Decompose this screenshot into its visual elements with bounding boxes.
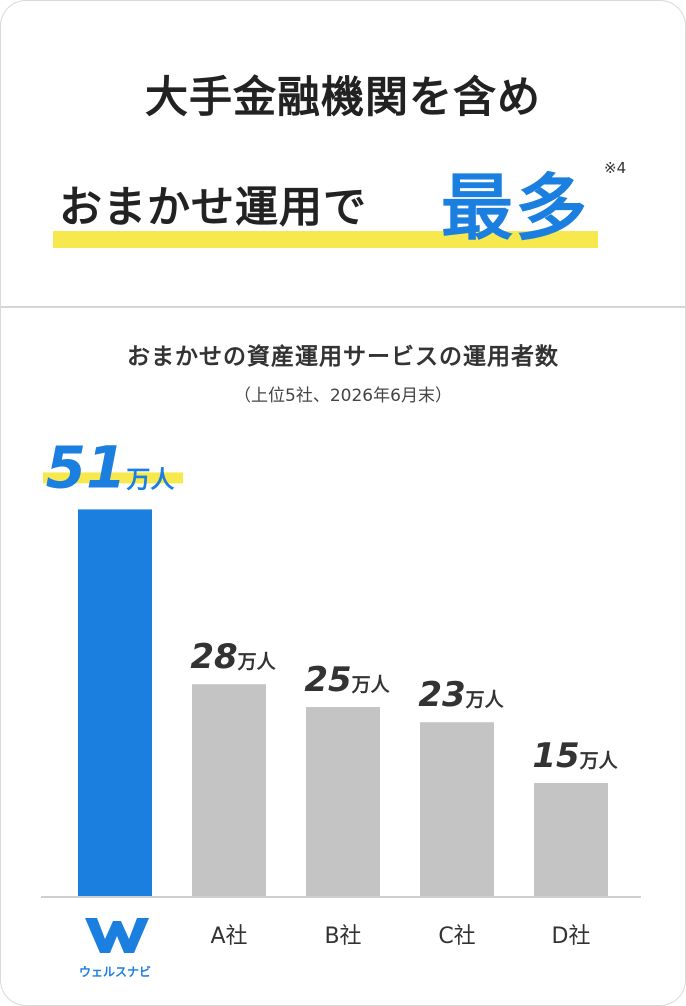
chart-subtitle: （上位5社、2026年6月末） (234, 386, 452, 406)
category-label-2: B社 (324, 924, 361, 949)
wealthnavi-logo-label: ウェルスナビ (78, 965, 151, 979)
headline-line-2: おまかせ運用で 最多 ※4 (53, 149, 653, 259)
wealthnavi-w-logo-icon (85, 918, 149, 953)
bar-1 (192, 684, 266, 897)
data-label-0: 51万人 (46, 433, 175, 501)
marker-highlight (53, 231, 598, 248)
bar-2 (306, 707, 380, 897)
headline-line-1: 大手金融機関を含め (145, 73, 541, 123)
data-label-3: 23万人 (418, 675, 504, 715)
category-label-1: A社 (210, 924, 247, 949)
category-label-3: C社 (438, 924, 475, 949)
value-label-highlight (43, 472, 183, 484)
footnote-marker: ※4 (604, 159, 627, 177)
bar-4 (534, 783, 608, 897)
bar-0 (78, 509, 152, 897)
headline-accent-text: 最多 (441, 166, 590, 250)
chart-title: おまかせの資産運用サービスの運用者数 (127, 344, 559, 370)
section-divider (1, 306, 685, 308)
data-label-1: 28万人 (190, 637, 276, 677)
category-label-4: D社 (552, 924, 591, 949)
bar-3 (420, 722, 494, 897)
data-label-4: 15万人 (532, 736, 618, 776)
data-label-2: 25万人 (304, 660, 390, 700)
headline-main-text: おまかせ運用で (59, 183, 367, 233)
